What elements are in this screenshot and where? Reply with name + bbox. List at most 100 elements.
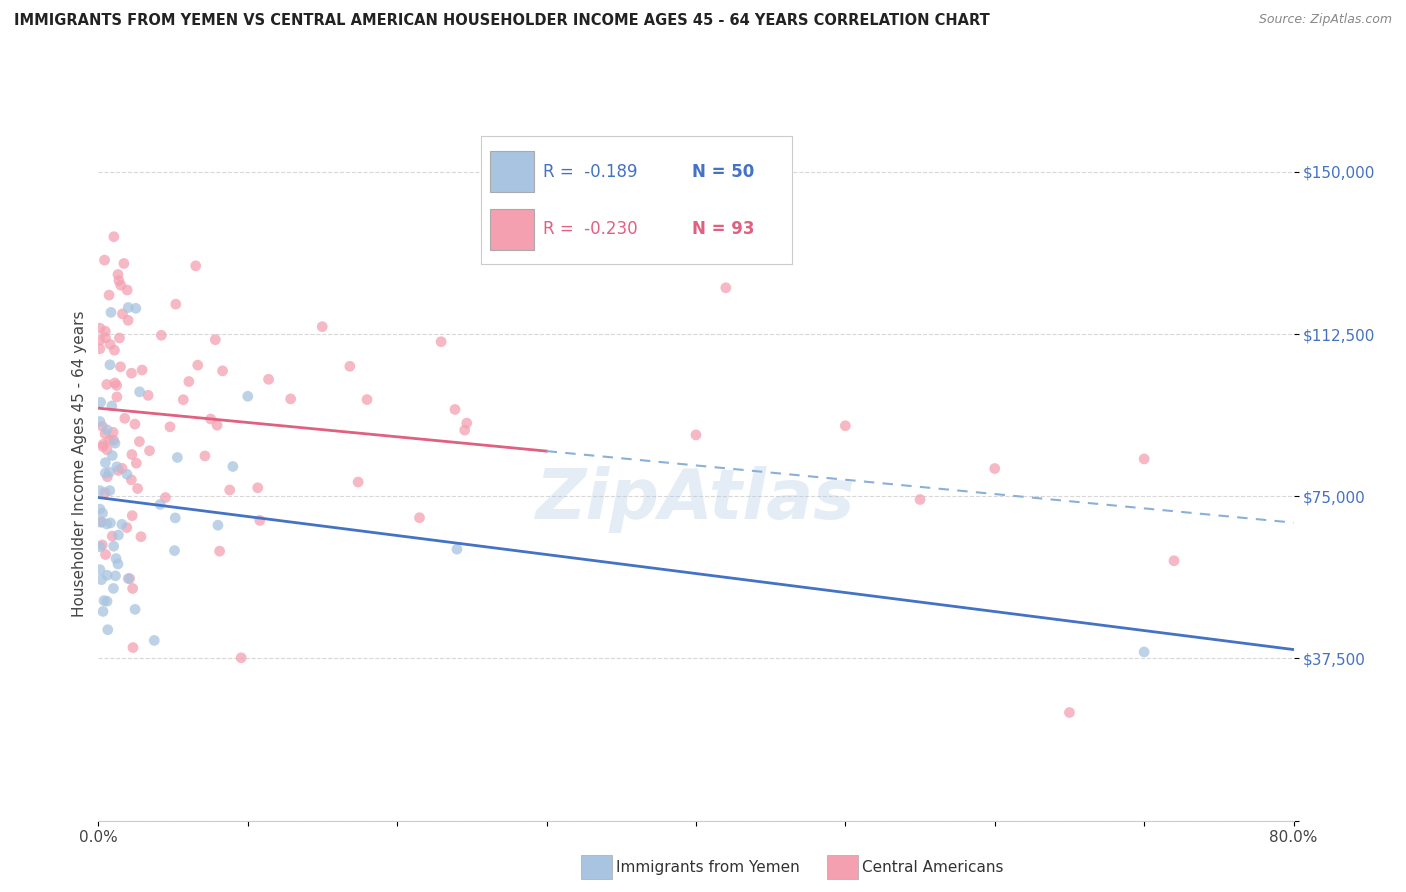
Point: [96, 423, 118, 437]
Point: [90, 516, 112, 530]
Point: [236, 389, 259, 403]
Point: [118, 572, 141, 586]
Text: ZipAtlas: ZipAtlas: [536, 466, 856, 533]
Point: [1133, 645, 1156, 659]
Point: [107, 528, 129, 542]
Point: [187, 358, 209, 372]
Point: [90, 395, 112, 409]
Point: [115, 283, 138, 297]
Point: [89, 321, 111, 335]
Point: [114, 411, 136, 425]
Point: [127, 482, 149, 496]
Point: [446, 542, 468, 557]
Point: [94, 426, 117, 441]
Point: [122, 640, 145, 655]
Point: [200, 412, 222, 426]
Point: [91, 437, 114, 451]
Point: [249, 513, 271, 527]
Point: [207, 518, 229, 533]
Point: [454, 423, 477, 437]
Point: [97, 623, 120, 637]
Point: [115, 467, 138, 482]
Text: Central Americans: Central Americans: [862, 860, 1004, 874]
Point: [124, 417, 146, 432]
Point: [155, 491, 177, 505]
Text: Source: ZipAtlas.com: Source: ZipAtlas.com: [1258, 13, 1392, 27]
Point: [117, 313, 139, 327]
Point: [107, 557, 129, 571]
Point: [184, 259, 207, 273]
Point: [1059, 706, 1081, 720]
Point: [96, 594, 118, 608]
Point: [94, 548, 117, 562]
Text: IMMIGRANTS FROM YEMEN VS CENTRAL AMERICAN HOUSEHOLDER INCOME AGES 45 - 64 YEARS : IMMIGRANTS FROM YEMEN VS CENTRAL AMERICA…: [14, 13, 990, 29]
Point: [208, 544, 231, 558]
Point: [408, 510, 430, 524]
Point: [111, 461, 134, 475]
Point: [96, 516, 118, 531]
Point: [218, 483, 240, 497]
Point: [98, 337, 121, 351]
Point: [105, 551, 128, 566]
Point: [125, 456, 148, 470]
Point: [356, 392, 378, 407]
Point: [89, 333, 111, 347]
Point: [165, 511, 187, 525]
Point: [89, 483, 111, 498]
Point: [211, 364, 233, 378]
Point: [983, 461, 1005, 475]
Point: [908, 492, 931, 507]
Point: [125, 301, 148, 316]
Point: [91, 440, 114, 454]
Point: [103, 433, 125, 447]
Point: [280, 392, 302, 406]
Point: [111, 307, 134, 321]
Point: [96, 442, 118, 457]
Point: [89, 563, 111, 577]
Point: [257, 372, 280, 386]
Point: [115, 520, 138, 534]
Point: [110, 359, 132, 374]
Point: [89, 540, 111, 554]
Point: [101, 425, 124, 440]
Point: [1133, 451, 1156, 466]
Point: [101, 449, 124, 463]
Point: [121, 508, 143, 523]
Point: [1163, 554, 1185, 568]
Point: [121, 582, 143, 596]
Point: [347, 475, 370, 489]
Point: [143, 633, 166, 648]
Point: [172, 392, 194, 407]
Point: [103, 343, 125, 358]
Point: [91, 604, 114, 618]
Point: [231, 650, 253, 665]
Point: [89, 415, 111, 429]
Point: [103, 539, 125, 553]
Point: [94, 324, 117, 338]
Point: [105, 459, 128, 474]
Point: [204, 333, 226, 347]
Point: [246, 481, 269, 495]
Point: [456, 416, 478, 430]
Point: [105, 378, 128, 392]
Point: [90, 515, 112, 529]
Point: [96, 568, 118, 582]
Point: [194, 449, 217, 463]
Point: [94, 485, 117, 500]
Point: [834, 418, 856, 433]
Point: [136, 388, 159, 402]
Point: [94, 466, 117, 480]
Point: [94, 456, 117, 470]
Point: [430, 334, 453, 349]
Point: [98, 465, 121, 479]
Point: [714, 281, 737, 295]
Point: [96, 377, 118, 392]
Point: [91, 419, 114, 434]
Point: [128, 434, 150, 449]
Point: [121, 366, 143, 380]
Point: [104, 376, 127, 390]
Point: [117, 301, 139, 315]
Point: [138, 443, 160, 458]
Point: [444, 402, 467, 417]
Point: [91, 538, 114, 552]
